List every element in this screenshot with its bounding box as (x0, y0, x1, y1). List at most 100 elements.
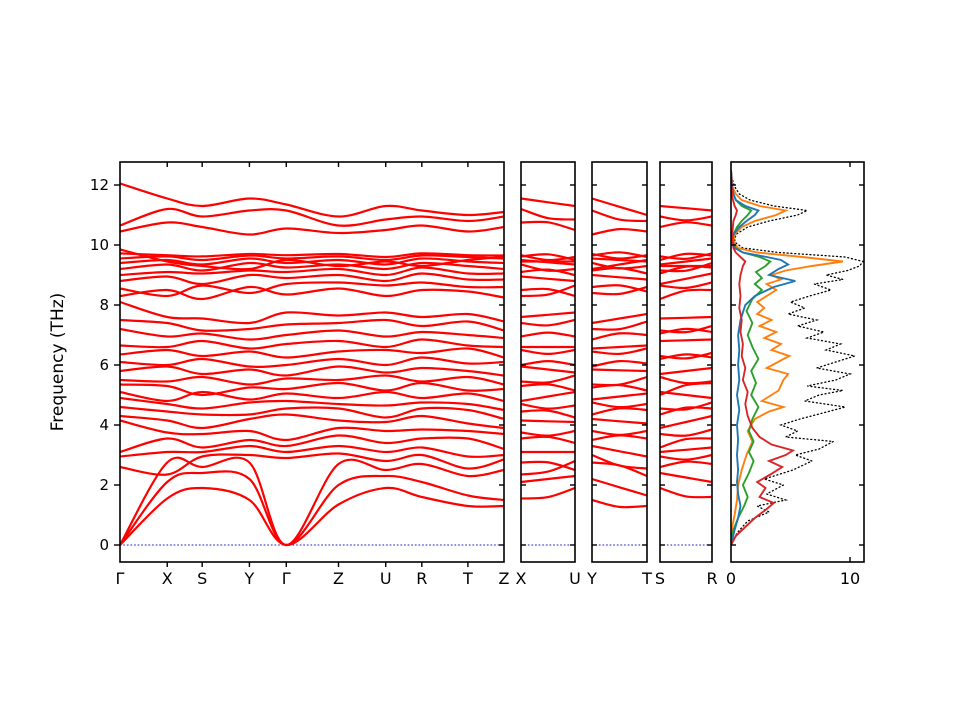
phonon-band-line (592, 347, 647, 356)
phonon-band-line (120, 272, 504, 286)
phonon-band-line (592, 434, 647, 442)
phonon-band-line (660, 446, 712, 454)
tick-label: S (197, 569, 207, 588)
phonon-band-line (660, 401, 712, 411)
dos-panel (731, 169, 864, 546)
tick-label: Γ (282, 569, 291, 588)
panel-frame-2 (591, 161, 648, 563)
tick-label: 8 (99, 296, 109, 314)
phonon-band-line (592, 320, 647, 331)
tick-label: 0 (99, 536, 109, 554)
phonon-band-line (660, 428, 712, 437)
phonon-band-line (120, 252, 504, 259)
phonon-band-line (592, 209, 647, 223)
phonon-band-line (660, 252, 712, 260)
phonon-band-line (660, 272, 712, 286)
phonon-band-line (120, 257, 504, 266)
y-axis-label: Frequency (THz) (48, 292, 68, 432)
phonon-band-line (521, 474, 575, 484)
phonon-band-line (120, 486, 504, 547)
phonon-band-line (120, 365, 504, 377)
phonon-band-line (521, 331, 575, 338)
dos-curve-pdos-darkred (731, 169, 796, 546)
phonon-band-line (120, 248, 504, 271)
tick-label: 2 (99, 476, 109, 494)
dos-curve-pdos-orange (731, 169, 844, 546)
phonon-band-line (120, 281, 504, 298)
tick-label: R (706, 569, 717, 588)
phonon-band-line (521, 284, 575, 298)
phonon-band-line (120, 266, 504, 277)
tick-label: Z (499, 569, 510, 588)
tick-label: 10 (840, 569, 860, 588)
phonon-band-line (120, 285, 504, 301)
phonon-band-line (120, 419, 504, 442)
phonon-band-line (521, 486, 575, 500)
tick-label: 0 (726, 569, 736, 588)
phonon-band-line (521, 365, 575, 374)
phonon-band-line (592, 429, 647, 437)
phonon-band-line (660, 288, 712, 301)
phonon-band-line (660, 414, 712, 430)
phonon-band-line (521, 359, 575, 367)
phonon-band-line (660, 351, 712, 360)
phonon-band-line (521, 460, 575, 472)
phonon-band-line (592, 477, 647, 497)
panel-frame-0 (119, 161, 505, 563)
phonon-band-line (521, 220, 575, 232)
phonon-band-line (660, 281, 712, 290)
dos-curve-total-dos (731, 169, 864, 546)
tick-label: U (569, 569, 581, 588)
phonon-band-line (521, 275, 575, 283)
phonon-band-line (521, 459, 575, 476)
tick-label: T (641, 569, 652, 588)
phonon-band-line (592, 312, 647, 325)
phonon-band-line (120, 318, 504, 332)
phonon-band-line (521, 429, 575, 437)
band-panel-XU (521, 197, 575, 546)
tick-label: S (655, 569, 665, 588)
phonon-band-line (592, 498, 647, 509)
phonon-band-line (660, 315, 712, 320)
phonon-band-line (660, 366, 712, 376)
band-panel-YT (592, 197, 647, 546)
phonon-band-line (521, 287, 575, 298)
phonon-band-line (521, 348, 575, 356)
phonon-band-line (592, 332, 647, 341)
phonon-band-line (120, 221, 504, 236)
tick-label: 4 (99, 416, 109, 434)
tick-label: X (516, 569, 527, 588)
phonon-band-line (521, 409, 575, 419)
tick-label: 10 (90, 236, 109, 254)
tick-label: R (416, 569, 427, 588)
phonon-band-line (120, 396, 504, 412)
phonon-band-line (660, 406, 712, 416)
phonon-band-line (592, 227, 647, 236)
tick-label: Z (333, 569, 344, 588)
phonon-band-line (592, 197, 647, 217)
phonon-band-line (660, 486, 712, 499)
phonon-band-line (660, 471, 712, 484)
phonon-band-line (660, 338, 712, 343)
phonon-band-line (120, 327, 504, 341)
tick-label: U (380, 569, 392, 588)
tick-label: Y (244, 569, 255, 588)
phonon-band-line (660, 324, 712, 334)
phonon-band-line (521, 390, 575, 403)
phonon-band-line (660, 381, 712, 397)
tick-label: X (162, 569, 173, 588)
tick-label: T (462, 569, 473, 588)
phonon-band-line (120, 405, 504, 421)
phonon-band-line (592, 453, 647, 470)
phonon-band-line (120, 470, 504, 547)
phonon-band-line (120, 356, 504, 368)
phonon-band-line (660, 221, 712, 229)
phonon-band-line (592, 258, 647, 271)
phonon-band-line (592, 368, 647, 373)
panel-frame-1 (520, 161, 576, 563)
phonon-band-line (120, 390, 504, 403)
phonon-band-line (660, 327, 712, 335)
phonon-band-line (592, 284, 647, 293)
